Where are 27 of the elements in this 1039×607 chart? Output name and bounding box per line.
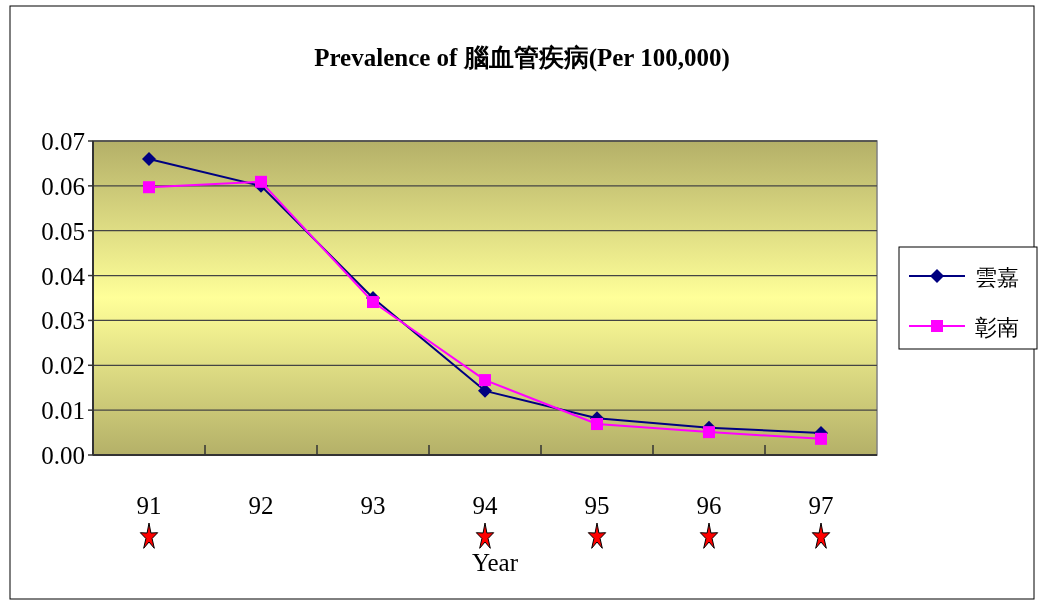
point xyxy=(591,418,603,431)
x-tick-label: 92 xyxy=(248,492,274,519)
x-tick-label: 97 xyxy=(808,492,834,519)
y-tick-label: 0.06 xyxy=(41,172,85,200)
y-tick-label: 0.07 xyxy=(41,128,85,155)
x-axis-title: Year xyxy=(471,549,519,576)
y-tick-label: 0.03 xyxy=(41,307,85,335)
y-tick-label: 0.02 xyxy=(41,352,85,380)
x-tick-label: 95 xyxy=(584,492,610,519)
point xyxy=(815,432,827,445)
legend-label: 雲嘉 xyxy=(975,265,1019,290)
chart-title: Prevalence of 腦血管疾病(Per 100,000) xyxy=(314,44,730,72)
y-tick-label: 0.04 xyxy=(41,262,86,290)
point xyxy=(703,426,715,439)
point xyxy=(143,181,155,194)
x-tick-label: 93 xyxy=(360,492,386,519)
point xyxy=(142,151,156,166)
legend-label: 彰南 xyxy=(975,315,1019,340)
point xyxy=(367,296,379,309)
point xyxy=(479,374,491,387)
x-tick-label: 96 xyxy=(696,492,722,519)
point xyxy=(255,175,267,188)
y-tick-label: 0.01 xyxy=(41,397,85,425)
x-tick-label: 94 xyxy=(472,492,498,519)
y-tick-label: 0.05 xyxy=(41,217,85,245)
x-tick-label: 91 xyxy=(136,492,162,519)
y-tick-label: 0.00 xyxy=(41,442,85,469)
